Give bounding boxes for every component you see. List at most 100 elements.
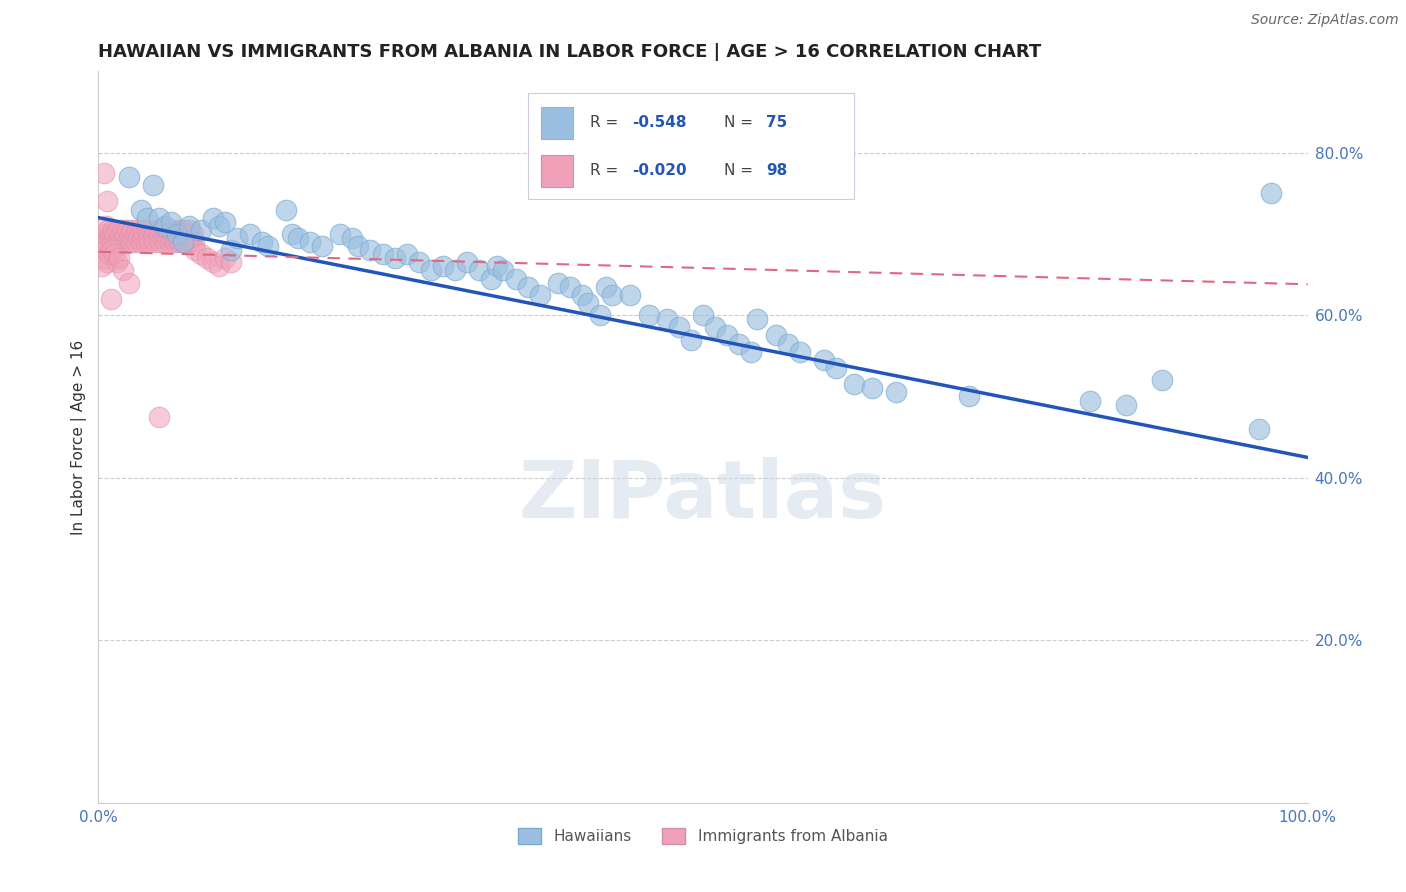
Point — [619, 288, 641, 302]
Point — [160, 231, 183, 245]
Point — [208, 260, 231, 274]
Point — [395, 247, 418, 261]
Point — [163, 235, 186, 249]
Point — [111, 263, 134, 277]
Point — [131, 223, 153, 237]
Point — [347, 239, 370, 253]
Point — [122, 231, 145, 245]
Point — [93, 227, 115, 241]
Point — [135, 235, 157, 249]
Point — [342, 231, 364, 245]
Point — [143, 227, 166, 241]
Point — [668, 320, 690, 334]
Point — [1152, 373, 1174, 387]
Point — [274, 202, 297, 217]
Text: Source: ZipAtlas.com: Source: ZipAtlas.com — [1251, 13, 1399, 28]
Point — [195, 252, 218, 266]
Point — [100, 227, 122, 241]
Point — [765, 328, 787, 343]
Point — [547, 276, 569, 290]
Point — [134, 227, 156, 241]
Point — [655, 312, 678, 326]
Point — [136, 231, 159, 245]
Point — [172, 227, 194, 241]
Point — [637, 308, 659, 322]
Point — [156, 231, 179, 245]
Point — [141, 223, 163, 237]
Point — [157, 227, 180, 241]
Point — [184, 243, 207, 257]
Point — [142, 178, 165, 193]
Point — [93, 166, 115, 180]
Point — [492, 263, 515, 277]
Point — [179, 219, 201, 233]
Point — [143, 235, 166, 249]
Point — [139, 235, 162, 249]
Point — [98, 247, 121, 261]
Point — [516, 279, 538, 293]
Point — [125, 235, 148, 249]
Point — [165, 223, 187, 237]
Point — [957, 389, 980, 403]
Point — [146, 231, 169, 245]
Point — [384, 252, 406, 266]
Point — [776, 336, 799, 351]
Point — [371, 247, 394, 261]
Point — [155, 223, 177, 237]
Point — [148, 211, 170, 225]
Point — [844, 377, 866, 392]
Point — [789, 344, 811, 359]
Point — [486, 260, 509, 274]
Point — [1078, 393, 1101, 408]
Point — [595, 279, 617, 293]
Point — [129, 202, 152, 217]
Point — [169, 223, 191, 237]
Point — [108, 252, 131, 266]
Point — [152, 227, 174, 241]
Text: HAWAIIAN VS IMMIGRANTS FROM ALBANIA IN LABOR FORCE | AGE > 16 CORRELATION CHART: HAWAIIAN VS IMMIGRANTS FROM ALBANIA IN L… — [98, 44, 1042, 62]
Point — [152, 231, 174, 245]
Point — [692, 308, 714, 322]
Point — [179, 223, 201, 237]
Point — [159, 235, 181, 249]
Point — [505, 271, 527, 285]
Point — [129, 235, 152, 249]
Point — [576, 296, 599, 310]
Point — [162, 227, 184, 241]
Point — [118, 227, 141, 241]
Point — [239, 227, 262, 241]
Point — [432, 260, 454, 274]
Point — [602, 288, 624, 302]
Point — [190, 223, 212, 237]
Point — [127, 231, 149, 245]
Point — [96, 194, 118, 209]
Point — [153, 219, 176, 233]
Point — [142, 231, 165, 245]
Point — [103, 231, 125, 245]
Point — [679, 333, 702, 347]
Point — [132, 231, 155, 245]
Point — [860, 381, 883, 395]
Point — [1260, 186, 1282, 201]
Point — [183, 235, 205, 249]
Point — [299, 235, 322, 249]
Point — [813, 352, 835, 367]
Point — [108, 231, 131, 245]
Point — [740, 344, 762, 359]
Point — [118, 276, 141, 290]
Point — [179, 235, 201, 249]
Point — [214, 252, 236, 266]
Point — [589, 308, 612, 322]
Point — [104, 227, 127, 241]
Point — [160, 223, 183, 237]
Point — [135, 211, 157, 225]
Point — [149, 235, 172, 249]
Point — [1249, 422, 1271, 436]
Point — [481, 271, 503, 285]
Point — [177, 227, 200, 241]
Point — [128, 227, 150, 241]
Point — [172, 235, 194, 249]
Point — [135, 223, 157, 237]
Point — [100, 235, 122, 249]
Point — [166, 227, 188, 241]
